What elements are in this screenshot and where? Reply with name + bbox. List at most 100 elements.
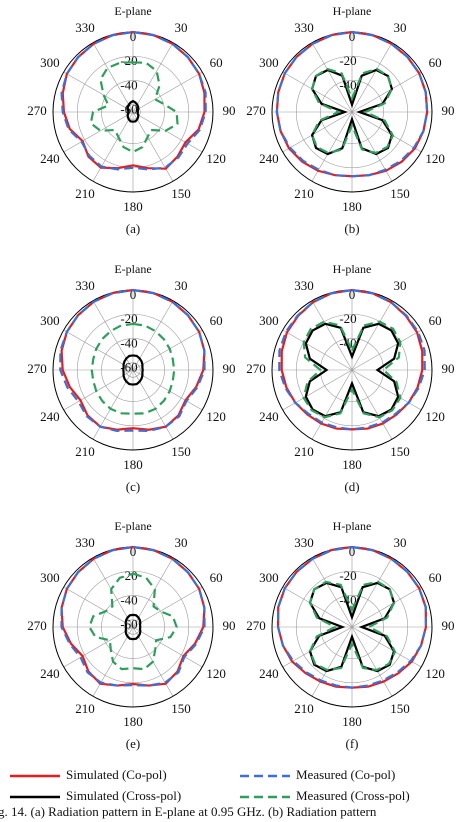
angle-tick-label: 240 — [259, 151, 279, 166]
angle-tick-label: 300 — [40, 570, 60, 585]
chart-title: E-plane — [114, 4, 151, 18]
angle-tick-label: 120 — [206, 666, 226, 681]
grid-circle — [295, 55, 409, 169]
grid-circle — [125, 104, 141, 120]
r-tick-label: -40 — [120, 335, 137, 350]
angle-tick-label: 300 — [259, 313, 279, 328]
spoke — [132, 369, 203, 411]
angle-tick-label: 90 — [442, 103, 455, 118]
angle-tick-label: 270 — [27, 361, 47, 376]
spoke — [311, 557, 353, 628]
grid-circle — [320, 595, 384, 659]
spoke — [351, 626, 422, 668]
series-line — [275, 30, 429, 178]
angle-tick-label: 210 — [294, 186, 314, 201]
angle-tick-label: 0 — [130, 544, 137, 559]
spoke — [351, 42, 393, 113]
series-line — [304, 322, 400, 418]
angle-tick-label: 300 — [259, 570, 279, 585]
series-line — [60, 30, 207, 171]
spoke — [132, 626, 203, 668]
chart-title: E-plane — [114, 519, 151, 533]
grid-circle — [101, 338, 165, 402]
spoke — [132, 42, 174, 113]
series-line — [59, 288, 206, 432]
angle-tick-label: 90 — [223, 618, 236, 633]
series-line — [124, 613, 142, 641]
spoke — [351, 369, 422, 411]
series-line — [280, 288, 424, 431]
angle-tick-label: 30 — [394, 535, 407, 550]
angle-tick-label: 210 — [75, 186, 95, 201]
spoke — [282, 626, 353, 668]
angle-tick-label: 180 — [342, 714, 362, 729]
spoke — [132, 111, 203, 153]
angle-tick-label: 330 — [294, 535, 314, 550]
angle-tick-label: 240 — [40, 151, 60, 166]
spoke — [92, 42, 134, 113]
angle-tick-label: 210 — [294, 701, 314, 716]
spoke — [63, 329, 134, 371]
grid-circle — [320, 80, 384, 144]
angle-tick-label: 240 — [40, 666, 60, 681]
angle-tick-label: 0 — [349, 29, 356, 44]
series-line — [122, 354, 144, 386]
angle-tick-label: 0 — [130, 29, 137, 44]
angle-tick-label: 30 — [394, 278, 407, 293]
spoke — [132, 111, 174, 182]
spoke — [132, 329, 203, 371]
angle-tick-label: 180 — [123, 714, 143, 729]
angle-tick-label: 210 — [75, 701, 95, 716]
series-line — [310, 67, 395, 155]
series-line — [126, 99, 140, 123]
angle-tick-label: 60 — [210, 313, 223, 328]
angle-tick-label: 90 — [223, 361, 236, 376]
chart-title: H-plane — [333, 4, 372, 18]
r-tick-label: -20 — [339, 568, 356, 583]
angle-tick-label: 300 — [40, 313, 60, 328]
spoke — [351, 369, 393, 440]
spoke — [63, 369, 134, 411]
angle-tick-label: 180 — [342, 457, 362, 472]
spoke — [92, 111, 134, 182]
angle-tick-label: 120 — [206, 151, 226, 166]
chart-title: H-plane — [333, 519, 372, 533]
angle-tick-label: 180 — [342, 199, 362, 214]
r-tick-label: -20 — [120, 53, 137, 68]
angle-tick-label: 60 — [429, 55, 442, 70]
angle-tick-label: 330 — [75, 535, 95, 550]
series-line — [276, 545, 428, 689]
angle-tick-label: 60 — [429, 313, 442, 328]
grid-circle — [76, 570, 190, 684]
angle-tick-label: 330 — [75, 20, 95, 35]
angle-tick-label: 330 — [294, 20, 314, 35]
angle-tick-label: 90 — [223, 103, 236, 118]
spoke — [282, 586, 353, 628]
angle-tick-label: 240 — [259, 409, 279, 424]
angle-tick-label: 240 — [259, 666, 279, 681]
angle-tick-label: 150 — [171, 444, 191, 459]
angle-tick-label: 120 — [206, 409, 226, 424]
spoke — [311, 300, 353, 371]
angle-tick-label: 180 — [123, 199, 143, 214]
angle-tick-label: 270 — [246, 618, 266, 633]
legend-label: Measured (Co-pol) — [296, 767, 395, 782]
angle-tick-label: 30 — [394, 20, 407, 35]
spoke — [311, 42, 353, 113]
series-line — [302, 320, 402, 419]
r-tick-label: -20 — [339, 53, 356, 68]
chart-caption: (b) — [344, 221, 359, 236]
angle-tick-label: 150 — [390, 701, 410, 716]
figure-caption: g. 14. (a) Radiation pattern in E-plane … — [0, 804, 377, 819]
chart-title: H-plane — [333, 262, 372, 276]
spoke — [132, 557, 174, 628]
legend-label: Simulated (Co-pol) — [66, 767, 167, 782]
r-tick-label: -20 — [339, 311, 356, 326]
spoke — [282, 71, 353, 113]
grid-circle — [295, 570, 409, 684]
angle-tick-label: 60 — [429, 570, 442, 585]
angle-tick-label: 150 — [171, 701, 191, 716]
angle-tick-label: 150 — [171, 186, 191, 201]
angle-tick-label: 330 — [294, 278, 314, 293]
